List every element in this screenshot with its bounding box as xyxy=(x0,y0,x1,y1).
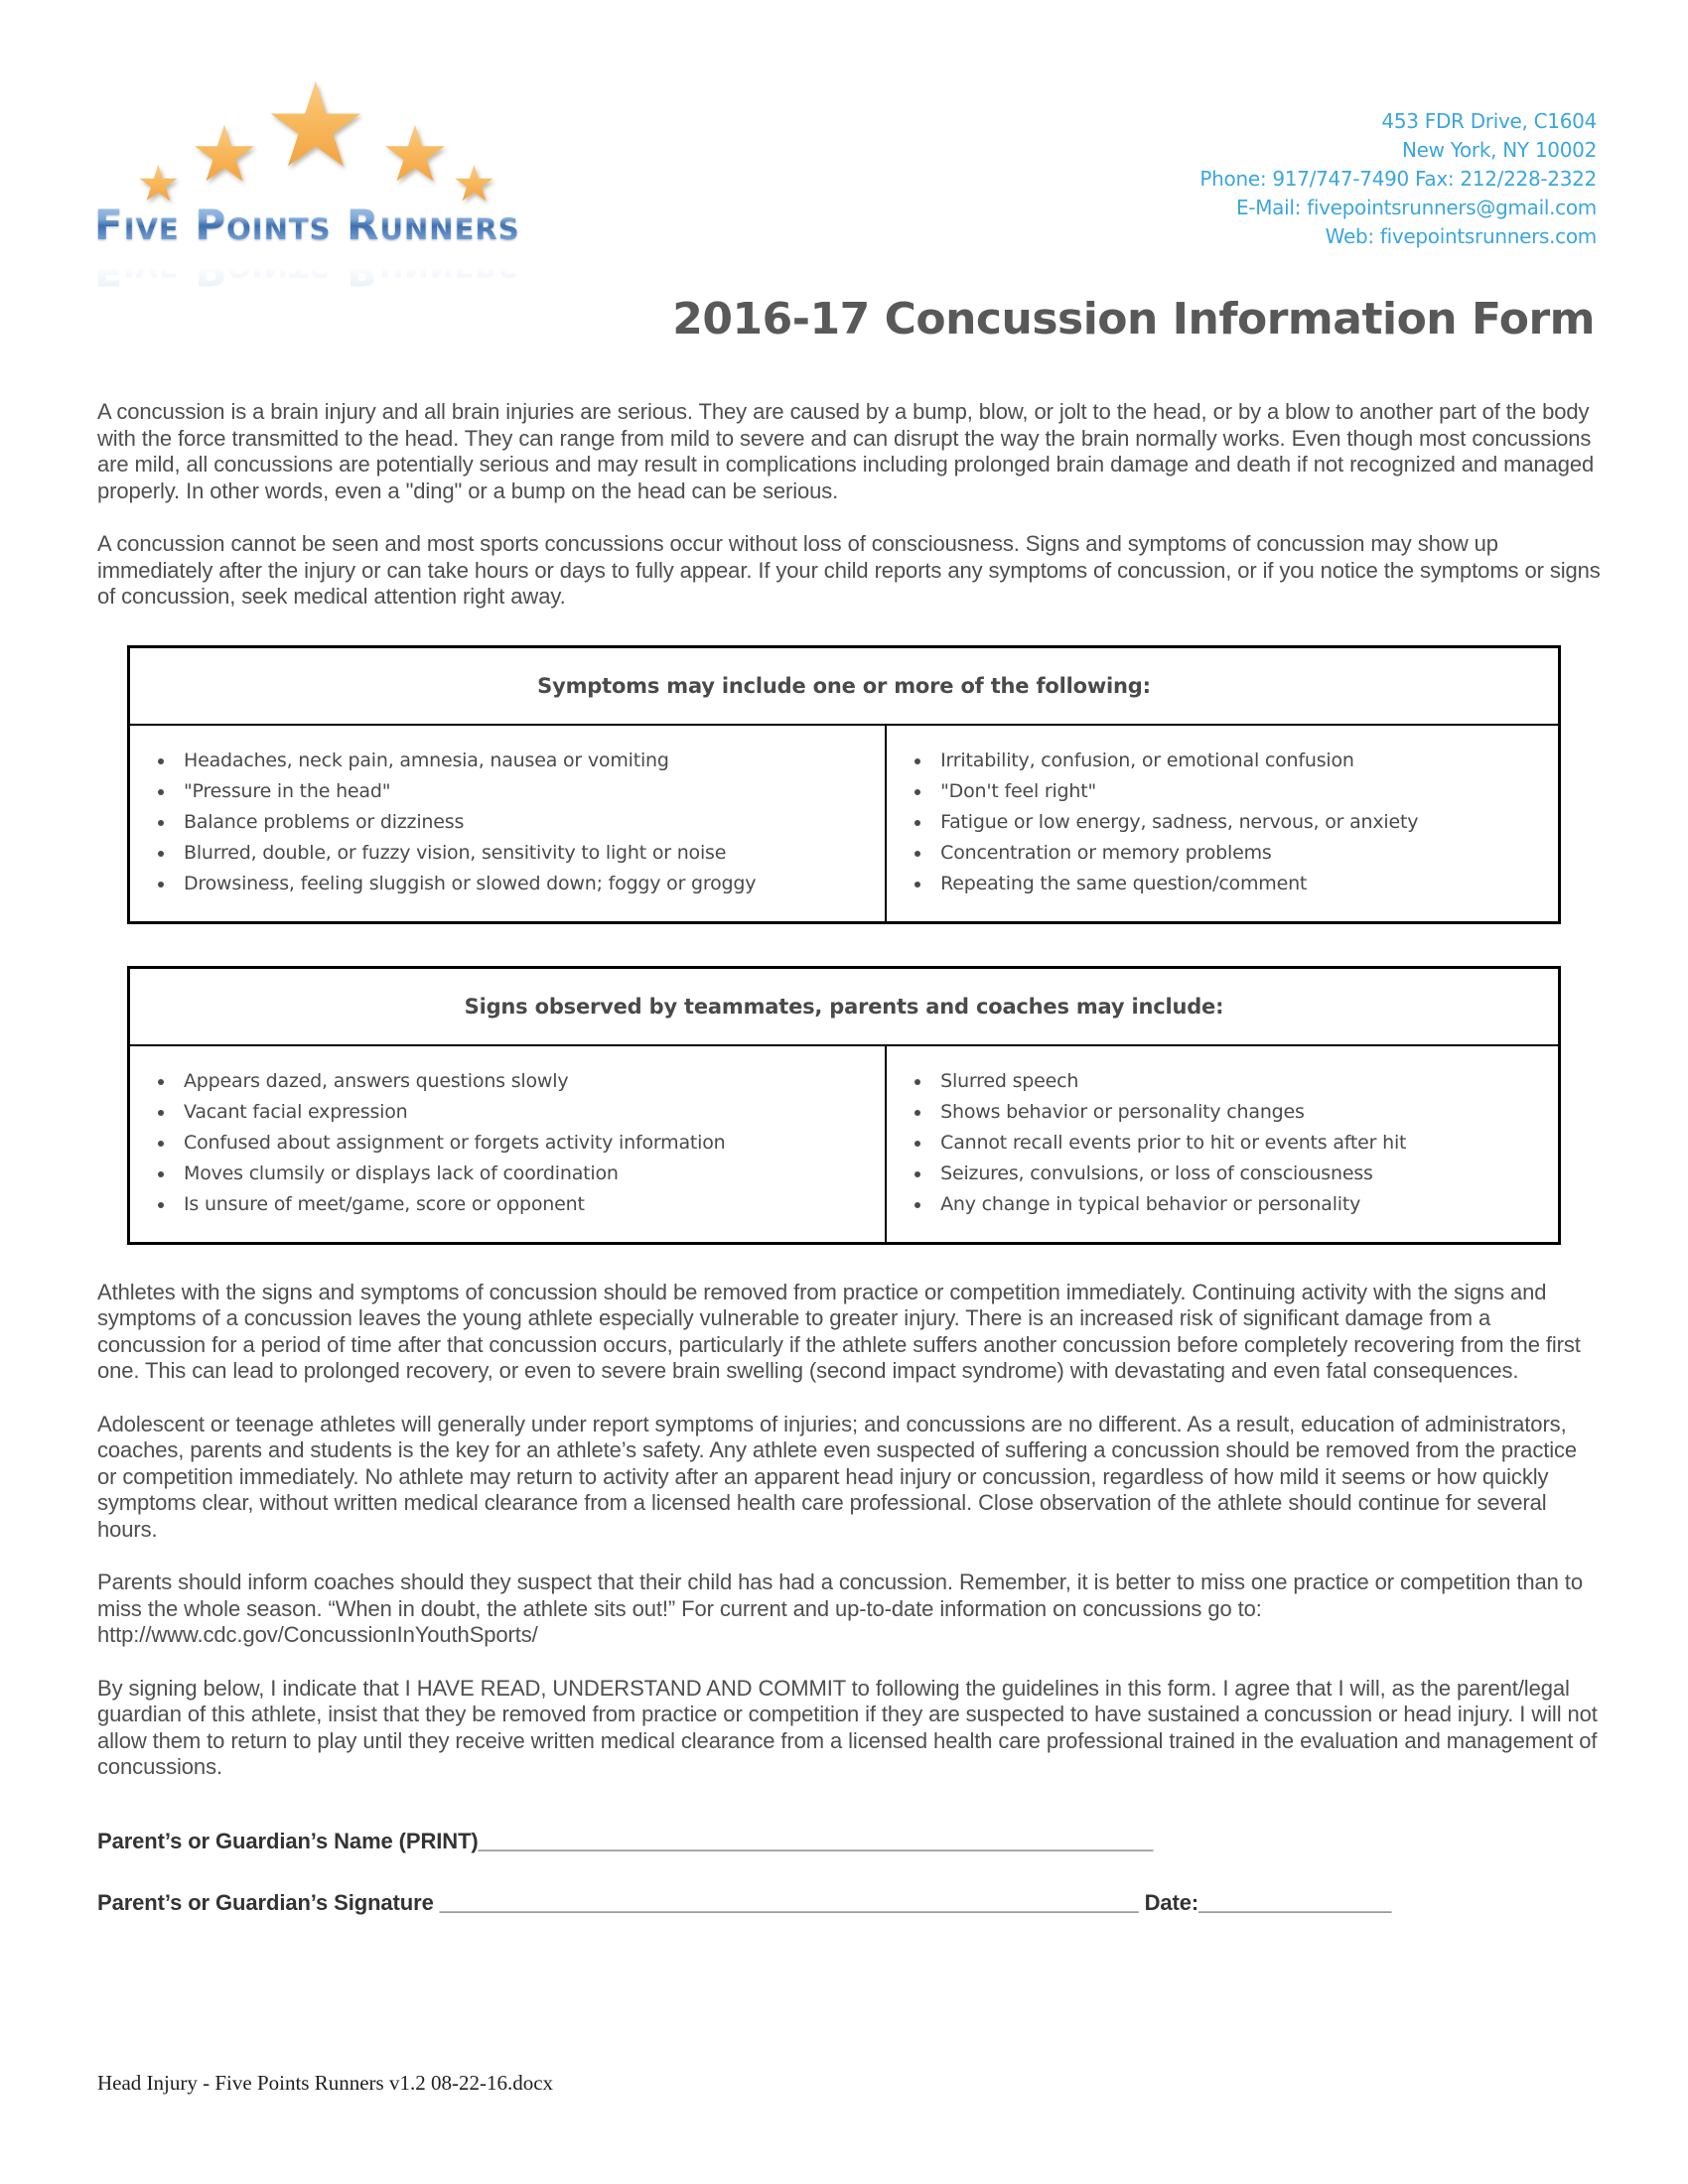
bullet-item: Any change in typical behavior or person… xyxy=(932,1189,1538,1220)
star-icon: ★ xyxy=(452,156,496,211)
date-blank-field[interactable]: ________________ xyxy=(1198,1889,1392,1915)
five-points-runners-logo: ★ ★ ★ ★ ★ Five Points Runners Five Point… xyxy=(94,61,611,298)
signs-table-left-cell: Appears dazed, answers questions slowlyV… xyxy=(130,1045,888,1242)
bullet-item: Slurred speech xyxy=(932,1066,1538,1097)
paragraph-what-is-concussion: A concussion is a brain injury and all b… xyxy=(97,399,1595,503)
signs-table: Signs observed by teammates, parents and… xyxy=(127,965,1561,1245)
star-icon: ★ xyxy=(263,61,368,192)
star-icon: ★ xyxy=(190,110,259,198)
bullet-item: Concentration or memory problems xyxy=(932,838,1538,869)
bullet-item: Cannot recall events prior to hit or eve… xyxy=(932,1128,1538,1159)
bullet-item: Repeating the same question/comment xyxy=(932,869,1538,899)
symptoms-list-left: Headaches, neck pain, amnesia, nausea or… xyxy=(144,746,865,899)
paragraph-by-signing: By signing below, I indicate that I HAVE… xyxy=(97,1675,1598,1780)
bullet-item: Blurred, double, or fuzzy vision, sensit… xyxy=(176,838,865,869)
bullet-item: Headaches, neck pain, amnesia, nausea or… xyxy=(176,746,865,776)
bullet-item: Balance problems or dizziness xyxy=(176,807,865,838)
bullet-item: Vacant facial expression xyxy=(176,1097,865,1128)
signs-table-right-cell: Slurred speechShows behavior or personal… xyxy=(887,1046,1558,1242)
document-body: A concussion is a brain injury and all b… xyxy=(97,399,1602,1916)
logo-wordmark: Five Points Runners xyxy=(94,201,611,249)
signs-list-right: Slurred speechShows behavior or personal… xyxy=(901,1066,1538,1220)
bullet-item: Shows behavior or personality changes xyxy=(932,1097,1538,1128)
contact-web: Web: fivepointsrunners.com xyxy=(1325,224,1598,248)
bullet-item: Confused about assignment or forgets act… xyxy=(176,1128,865,1159)
paragraph-parents-inform: Parents should inform coaches should the… xyxy=(97,1570,1583,1647)
symptoms-table-left-cell: Headaches, neck pain, amnesia, nausea or… xyxy=(130,725,888,921)
bullet-item: Moves clumsily or displays lack of coord… xyxy=(176,1159,865,1189)
contact-block: 453 FDR Drive, C1604 New York, NY 10002 … xyxy=(1199,107,1597,251)
contact-phone-fax: Phone: 917/747-7490 Fax: 212/228-2322 xyxy=(1199,167,1597,191)
paragraph-cannot-be-seen: A concussion cannot be seen and most spo… xyxy=(97,531,1601,609)
bullet-item: Is unsure of meet/game, score or opponen… xyxy=(176,1189,865,1220)
footer-filename: Head Injury - Five Points Runners v1.2 0… xyxy=(97,2071,554,2095)
paragraph-remove-from-practice: Athletes with the signs and symptoms of … xyxy=(97,1279,1581,1384)
symptoms-table-right-cell: Irritability, confusion, or emotional co… xyxy=(887,726,1558,921)
parent-name-blank-field[interactable]: ________________________________________… xyxy=(478,1828,1154,1853)
bullet-item: "Don't feel right" xyxy=(932,776,1538,807)
signs-list-left: Appears dazed, answers questions slowlyV… xyxy=(144,1066,865,1220)
bullet-item: Seizures, convulsions, or loss of consci… xyxy=(932,1159,1538,1189)
bullet-item: Appears dazed, answers questions slowly xyxy=(176,1066,865,1097)
bullet-item: Irritability, confusion, or emotional co… xyxy=(932,746,1538,776)
parent-signature-label: Parent’s or Guardian’s Signature xyxy=(97,1889,440,1915)
bullet-item: "Pressure in the head" xyxy=(176,776,865,807)
bullet-item: Fatigue or low energy, sadness, nervous,… xyxy=(932,807,1538,838)
star-icon: ★ xyxy=(380,110,450,198)
symptoms-table: Symptoms may include one or more of the … xyxy=(127,644,1561,924)
parent-signature-blank-field[interactable]: ________________________________________… xyxy=(439,1889,1139,1915)
page-title: 2016-17 Concussion Information Form xyxy=(672,294,1595,344)
signature-name-row: Parent’s or Guardian’s Name (PRINT)_____… xyxy=(97,1829,1602,1854)
symptoms-table-header: Symptoms may include one or more of the … xyxy=(130,648,1558,726)
date-label: Date: xyxy=(1138,1889,1199,1915)
signs-table-header: Signs observed by teammates, parents and… xyxy=(130,969,1558,1046)
contact-email: E-Mail: fivepointsrunners@gmail.com xyxy=(1235,196,1597,219)
parent-name-label: Parent’s or Guardian’s Name (PRINT) xyxy=(97,1828,479,1853)
logo-wordmark-reflection: Five Points Runners xyxy=(94,246,611,295)
bullet-item: Drowsiness, feeling sluggish or slowed d… xyxy=(176,869,865,899)
paragraph-under-report: Adolescent or teenage athletes will gene… xyxy=(97,1411,1578,1542)
signature-sign-row: Parent’s or Guardian’s Signature _______… xyxy=(97,1890,1602,1916)
star-icon: ★ xyxy=(136,156,181,211)
contact-address-line2: New York, NY 10002 xyxy=(1401,138,1597,162)
symptoms-list-right: Irritability, confusion, or emotional co… xyxy=(901,746,1538,899)
contact-address-line1: 453 FDR Drive, C1604 xyxy=(1381,109,1597,133)
